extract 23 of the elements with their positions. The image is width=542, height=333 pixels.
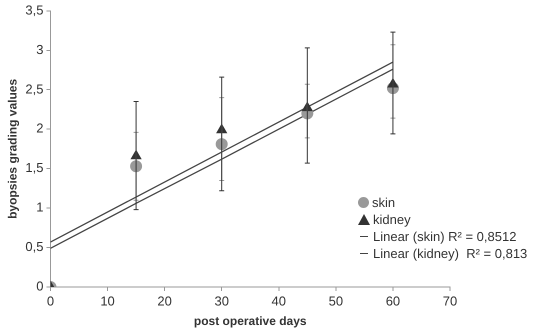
x-axis-title: post operative days: [194, 314, 307, 328]
y-axis-title: byopsies grading values: [6, 78, 20, 219]
point: [130, 150, 142, 160]
y-tick-label: 3: [36, 42, 44, 57]
x-tick-label: 20: [157, 293, 172, 308]
x-tick-label: 50: [328, 293, 344, 308]
x-tick-label: 60: [386, 293, 400, 308]
legend-label: Linear (skin) R² = 0,8512: [373, 228, 516, 245]
y-tick-label: 0: [36, 278, 44, 294]
legend-label: skin: [372, 194, 396, 211]
y-tick-label: 1,5: [25, 160, 44, 176]
y-tick-label: 1: [36, 200, 44, 215]
y-tick-label: 2: [36, 120, 44, 136]
x-tick-label: 0: [46, 293, 54, 308]
x-tick-label: 10: [100, 293, 115, 308]
y-tick-label: 0,5: [25, 239, 44, 254]
legend-label: kidney: [373, 211, 411, 228]
y-tick-label: 2,5: [25, 81, 44, 96]
y-tick-label: 3,5: [25, 2, 44, 18]
x-tick-label: 30: [214, 293, 229, 308]
legend-label: Linear (kidney) R² = 0,813: [373, 245, 528, 262]
x-tick-label: 70: [442, 293, 458, 308]
x-tick-label: 40: [272, 293, 286, 308]
